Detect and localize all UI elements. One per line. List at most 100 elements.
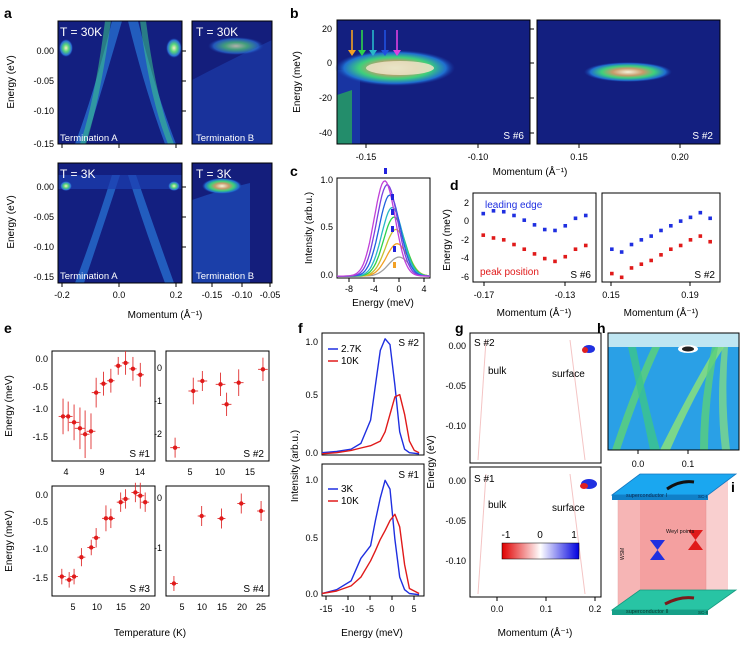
i-bottom-label: superconductor II: [626, 609, 669, 615]
i-top-tag: SC-I: [698, 494, 707, 499]
d-left-peak-position-point: [501, 238, 506, 242]
c-edc-curve-8: [337, 180, 430, 277]
f-bottom-legend-2: 10K: [341, 496, 359, 507]
d-right-leading-edge-point: [678, 219, 683, 223]
e-ytick: -1.0: [32, 544, 48, 554]
a-xtick: -0.05: [260, 290, 281, 300]
a2-termination: Termination B: [196, 133, 254, 144]
b-xtick: -0.15: [356, 152, 377, 162]
d-right-peak-position-point: [698, 234, 703, 238]
f-xtick: -15: [319, 604, 332, 614]
e-ytick: 0: [157, 493, 162, 503]
a1-title: T = 30K: [60, 25, 102, 39]
panel-f-label: f: [298, 320, 303, 336]
b-xlabel: Momentum (Å⁻¹): [493, 165, 568, 178]
f-ytick: 0.0: [305, 589, 318, 599]
f-ytick: 1.0: [305, 337, 318, 347]
e-point: [239, 501, 244, 506]
e-point: [59, 574, 65, 579]
panel-d: d leading edge peak position S #6 S #2 E…: [442, 177, 721, 319]
f-ytick: 1.0: [305, 475, 318, 485]
d-ytick: -6: [461, 272, 469, 282]
d-xtick: 0.19: [681, 290, 699, 300]
e-point: [93, 535, 99, 540]
d-left-leading-edge-point: [491, 209, 496, 213]
b-ytick: 20: [322, 24, 332, 34]
e-point: [236, 380, 241, 385]
e-point: [224, 402, 229, 407]
i-cone-red: [688, 530, 703, 550]
e-point: [103, 516, 109, 521]
d-right-leading-edge-point: [639, 238, 644, 242]
d-right-peak-position-point: [708, 239, 712, 244]
b-sample-left: S #6: [503, 131, 524, 142]
d-left-leading-edge-point: [542, 227, 547, 232]
b-xtick: 0.15: [570, 152, 588, 162]
e-points: [57, 351, 268, 591]
d-left-peak-position-point: [553, 259, 557, 264]
f-xlabel: Energy (meV): [341, 628, 403, 639]
a3-title: T = 3K: [60, 167, 95, 181]
h-xtick: 0.0: [632, 459, 645, 469]
b-ytick: -40: [319, 128, 332, 138]
e-point: [133, 490, 138, 495]
g-cbar-tick: 0: [537, 530, 543, 541]
b-xtick: -0.10: [468, 152, 489, 162]
d-left-peak-position-point: [512, 242, 516, 247]
b-sample-right: S #2: [692, 131, 713, 142]
a-ytick: -0.10: [33, 106, 54, 116]
d-left-leading-edge-point: [553, 228, 557, 233]
b-arrow-blue: [381, 30, 389, 56]
e-ytick: 0.0: [35, 354, 48, 364]
e-point: [130, 366, 136, 372]
e-point: [71, 574, 77, 579]
d-right-peak-position-point: [629, 266, 634, 270]
i-top-label: superconductor I: [626, 493, 667, 499]
e-xtick: 10: [215, 467, 225, 477]
b-arrow-orange: [348, 30, 356, 56]
d-left-peak-position-point: [542, 256, 547, 261]
d-right-leading-edge-point: [698, 210, 703, 215]
e-sample-1: S #1: [129, 449, 150, 460]
d-left-peak-position-point: [573, 247, 578, 252]
d-left-leading-edge-point: [512, 213, 516, 218]
d-xtick: -0.13: [555, 290, 576, 300]
e-xtick: 15: [217, 602, 227, 612]
c-ytick: 0.5: [320, 222, 333, 232]
d-left-peak-position-point: [532, 252, 537, 256]
c-xlabel: Energy (meV): [352, 298, 414, 309]
a-ytick: -0.15: [33, 272, 54, 282]
f-top-sample: S #2: [398, 338, 419, 349]
d-right-peak-position-point: [610, 271, 614, 276]
g-bottom-surface: surface: [552, 503, 585, 514]
a2-title: T = 30K: [196, 25, 238, 39]
d-right-leading-edge-point: [708, 216, 712, 221]
e-point: [118, 499, 123, 505]
panel-e-label: e: [4, 320, 12, 336]
e-xtick: 15: [116, 602, 126, 612]
e-xtick: 5: [70, 602, 75, 612]
d-legend-red: peak position: [480, 267, 539, 278]
b-arrow-yellow: [358, 30, 366, 56]
e-point: [260, 367, 266, 372]
e-point: [89, 545, 94, 550]
f-bottom-curve-10k: [321, 513, 420, 595]
e-point: [138, 493, 143, 498]
e-ytick: -0.5: [32, 382, 48, 392]
d-right-leading-edge-point: [610, 247, 614, 252]
f-bottom-legend-1: 3K: [341, 484, 354, 495]
e-point: [79, 554, 84, 560]
e-point: [88, 429, 94, 434]
g-top-sample: S #2: [474, 338, 495, 349]
a-xtick: -0.15: [202, 290, 223, 300]
f-top-legend-1: 2.7K: [341, 344, 362, 355]
g-xlabel: Momentum (Å⁻¹): [498, 626, 573, 639]
f-bottom-curve-3k: [321, 479, 420, 596]
e-xtick: 10: [197, 602, 207, 612]
d-right-peak-position-point: [659, 253, 663, 257]
a-xtick: 0.0: [113, 290, 126, 300]
g-ytick: 0.00: [448, 476, 466, 486]
g-xtick: 0.1: [540, 604, 553, 614]
a-xtick: 0.2: [170, 290, 183, 300]
panel-c: c Intensity (arb.u.) 1.0 0.5 0.0 -8 -4 0…: [290, 163, 431, 309]
